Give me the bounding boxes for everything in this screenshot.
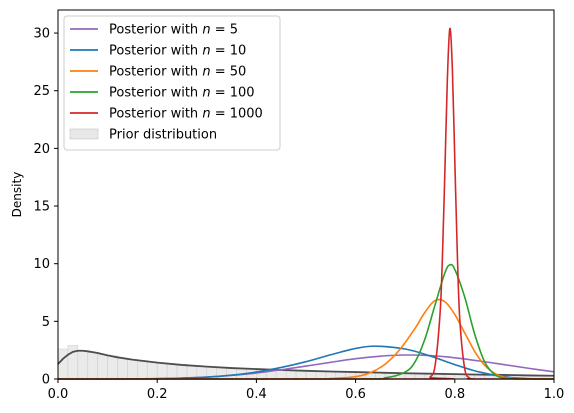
prior-density-line — [57, 349, 555, 377]
legend-label: Posterior with n = 1000 — [109, 107, 263, 122]
y-tick-label: 25 — [33, 84, 50, 99]
prior-bar — [315, 370, 327, 380]
y-axis: 0 5 10 15 20 25 30 — [33, 27, 58, 388]
prior-bar — [87, 352, 98, 380]
y-tick-label: 30 — [33, 27, 50, 42]
prior-bar — [107, 355, 118, 380]
x-tick-label: 0.2 — [147, 387, 168, 402]
prior-bar — [226, 367, 237, 380]
y-tick-label: 15 — [33, 200, 50, 215]
prior-bar — [404, 373, 416, 380]
prior-bar — [305, 370, 317, 380]
legend-swatch-prior — [69, 128, 99, 140]
x-tick-label: 1.0 — [544, 387, 565, 402]
prior-bar — [127, 359, 138, 380]
prior-bar — [156, 362, 168, 380]
legend-label: Posterior with n = 10 — [109, 44, 246, 59]
x-tick-label: 0.4 — [246, 387, 267, 402]
legend: Posterior with n = 5 Posterior with n = 1… — [63, 15, 281, 151]
prior-bar — [97, 354, 108, 380]
y-tick-label: 5 — [42, 315, 50, 330]
prior-bar — [117, 357, 128, 380]
prior-bar — [137, 360, 148, 380]
series-lines — [57, 27, 555, 380]
y-tick-label: 0 — [42, 373, 50, 388]
prior-bar — [176, 364, 188, 380]
prior-bar — [146, 361, 158, 380]
prior-bar — [285, 370, 297, 380]
legend-box — [63, 15, 281, 151]
x-tick-label: 0.0 — [48, 387, 69, 402]
x-tick-label: 0.8 — [444, 387, 465, 402]
prior-density-curve — [57, 349, 555, 377]
series-line-5 — [57, 27, 554, 380]
legend-label: Posterior with n = 100 — [109, 86, 255, 101]
prior-bar — [295, 370, 307, 380]
y-axis-label: Density — [10, 172, 24, 218]
prior-bar — [77, 351, 89, 380]
prior-bar — [216, 367, 227, 380]
y-tick-label: 10 — [33, 257, 50, 272]
prior-bar — [275, 369, 287, 380]
prior-bar — [57, 348, 69, 380]
plot-frame — [57, 9, 555, 380]
prior-bar — [166, 363, 178, 380]
x-axis: 0.0 0.2 0.4 0.6 0.8 1.0 — [48, 379, 565, 402]
legend-label: Posterior with n = 50 — [109, 65, 246, 80]
legend-label-prior: Prior distribution — [109, 128, 217, 143]
series-line-2 — [57, 345, 555, 380]
legend-label: Posterior with n = 5 — [109, 23, 238, 38]
y-tick-label: 20 — [33, 142, 50, 157]
x-tick-label: 0.6 — [345, 387, 366, 402]
